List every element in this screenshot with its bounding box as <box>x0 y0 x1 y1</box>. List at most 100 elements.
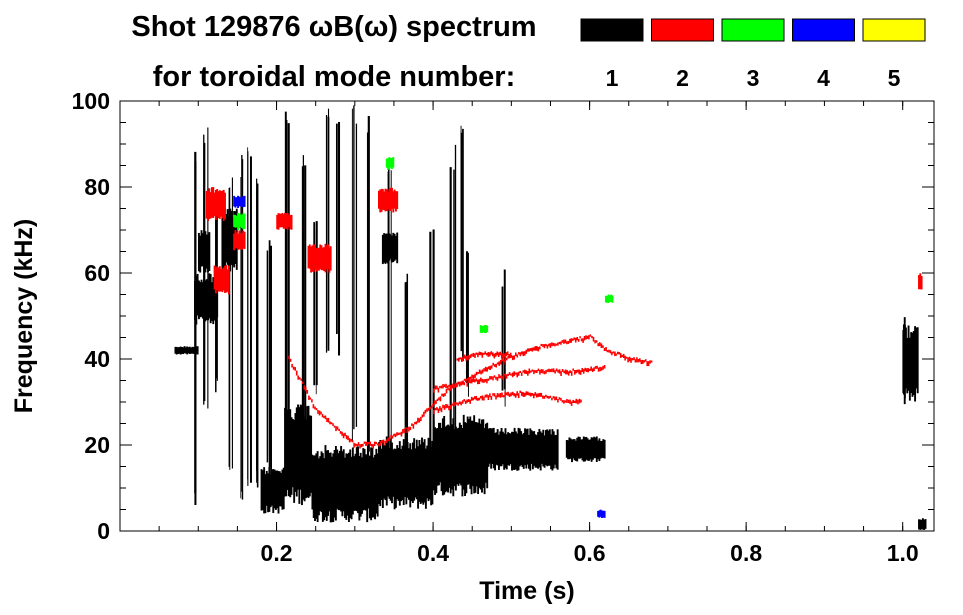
mode-branch-mark <box>470 378 473 384</box>
mode-branch-mark <box>430 405 433 409</box>
mode-branch-mark <box>475 378 478 382</box>
mode-branch-mark <box>605 347 607 352</box>
mode-branch-mark <box>554 396 556 401</box>
mode-branch-mark <box>625 356 628 359</box>
mode-branch-mark <box>552 368 555 373</box>
mode-branch-mark <box>495 395 497 400</box>
mode-branch-mark <box>534 370 537 373</box>
mode-branch-mark <box>446 404 449 408</box>
mode-branch-mark <box>452 384 455 387</box>
mode-branch-mark <box>402 429 404 434</box>
mode-branch-mark <box>463 378 466 381</box>
mode-branch-mark <box>499 393 502 398</box>
mode-branch-mark <box>341 431 343 436</box>
mode-branch-mark <box>426 408 428 412</box>
mode-branch-mark <box>490 396 493 400</box>
ticks: 0.2 0.4 0.6 0.8 1.0 0 20 40 60 80 100 <box>72 88 934 566</box>
mode-branch-mark <box>514 372 517 375</box>
mode-branch-mark <box>445 404 447 409</box>
mode-branch-mark <box>508 393 511 397</box>
mode-branch-mark <box>379 440 382 446</box>
mode-branch-mark <box>321 413 324 418</box>
mode-branch-mark <box>487 395 490 400</box>
mode-branch-mark <box>576 337 578 341</box>
mode-branch-mark <box>472 378 475 382</box>
mode-branch-mark <box>540 392 543 397</box>
mode-branch-mark <box>591 368 594 372</box>
mode-branch-mark <box>493 393 496 397</box>
mode-branch-mark <box>548 368 550 373</box>
mode-branch-mark <box>578 369 580 375</box>
mode-branch-mark <box>323 415 325 419</box>
mode-branch-mark <box>440 407 443 413</box>
mode-branch-mark <box>461 380 464 385</box>
mode-branch-mark <box>502 353 504 358</box>
mode-branch-mark <box>513 355 516 360</box>
mode-branch-mark <box>561 400 564 403</box>
mode-branch-mark <box>458 357 460 362</box>
mode-branch-mark <box>567 340 570 344</box>
mode-branch-mark <box>444 393 446 397</box>
mode-branch-mark <box>314 406 316 410</box>
mode-branch-mark <box>339 431 342 434</box>
mode-branch-mark <box>303 385 306 390</box>
mode-branch-mark <box>569 338 571 343</box>
mode-branch-mark <box>443 405 446 410</box>
mode-branch-mark <box>448 384 450 387</box>
x-axis-label: Time (s) <box>479 577 574 605</box>
mode-branch-mark <box>481 369 484 374</box>
mode-branch-mark <box>551 342 553 347</box>
mode-branch-mark <box>602 365 604 370</box>
mode-branch-mark <box>588 368 591 371</box>
mode-branch-mark <box>516 354 519 358</box>
mode-branch-mark <box>558 369 561 374</box>
mode-branch-mark <box>338 428 340 431</box>
mode-branch-mark <box>353 442 355 448</box>
mode-branch-mark <box>527 371 529 376</box>
mode-branch-mark <box>390 435 392 438</box>
mode-branch-mark <box>596 365 598 369</box>
mode-branch-mark <box>480 352 482 356</box>
mode-branch-mark <box>494 352 497 357</box>
mode-branch-mark <box>441 393 443 397</box>
mode-branch-mark <box>490 351 493 355</box>
mode-branch-mark <box>442 384 444 389</box>
mode-branch-mark <box>465 378 467 382</box>
mode-branch-mark <box>372 444 374 449</box>
mode-branch-mark <box>519 352 522 357</box>
mode-branch-mark <box>350 439 352 442</box>
mode-branch-mark <box>487 378 490 381</box>
mode-branch-mark <box>500 353 503 359</box>
mode-branch-mark <box>558 341 561 345</box>
mode-branch-mark <box>507 355 509 359</box>
mode-branch-mark <box>646 361 648 367</box>
mode-branch-mark <box>438 397 440 401</box>
mode-branch-mark <box>504 357 506 363</box>
mode-branch-mark <box>435 400 437 404</box>
mode-branch-mark <box>505 352 507 357</box>
mode-branch-mark <box>489 365 491 370</box>
mode-branch-mark <box>478 397 481 401</box>
mode-branch-mark <box>555 343 558 346</box>
mode-branch-mark <box>543 344 546 349</box>
mode-branch-mark <box>555 396 558 401</box>
mode-branch-mark <box>359 444 361 449</box>
mode-branch-mark <box>542 344 544 347</box>
mode-branch-mark <box>448 388 451 391</box>
mode-branch-mark <box>543 370 546 375</box>
mode-branch-mark <box>570 401 573 406</box>
mode-branch-mark <box>289 358 292 362</box>
mode-branch-mark <box>437 387 440 393</box>
mode-branch-mark <box>555 368 558 372</box>
mode-branch-mark <box>594 366 597 369</box>
mode-branch-mark <box>487 352 490 357</box>
mode-branch-mark <box>588 335 590 340</box>
mode-branch-mark <box>514 393 517 398</box>
mode-branch-mark <box>640 360 643 365</box>
mode-branch-mark <box>475 352 478 355</box>
mode-branch-mark <box>557 399 559 403</box>
mode-branch-mark <box>649 360 651 364</box>
mode-branch-mark <box>327 417 330 423</box>
mode-branch-mark <box>467 380 470 383</box>
